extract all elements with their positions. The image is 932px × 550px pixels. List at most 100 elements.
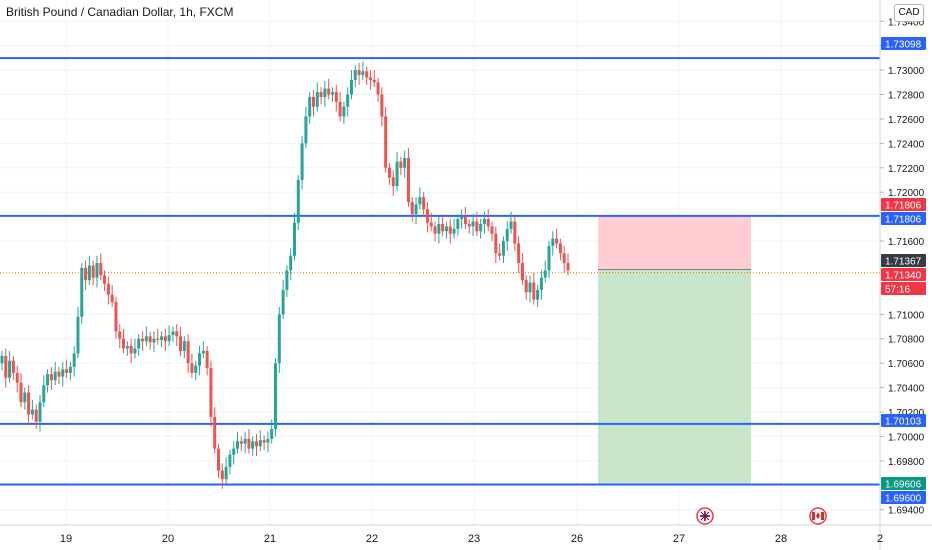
y-tick-label: 1.72400 (888, 139, 925, 150)
candle (163, 328, 167, 351)
price-axis-tag: 1.69606 (881, 477, 926, 491)
candle (232, 441, 236, 465)
candle (490, 221, 494, 242)
svg-text:1.69600: 1.69600 (885, 494, 922, 505)
x-tick-label: 2 (877, 533, 883, 545)
y-tick-label: 1.72800 (888, 91, 925, 102)
candle (327, 78, 331, 100)
candle (410, 197, 414, 222)
x-tick-label: 21 (264, 533, 276, 545)
candle (4, 348, 8, 388)
candle (15, 365, 19, 393)
stop-loss-zone[interactable] (598, 215, 751, 270)
candle (84, 260, 88, 290)
candle (368, 70, 372, 90)
grid (0, 0, 881, 525)
candle (68, 361, 72, 381)
candle (539, 270, 543, 300)
candle (308, 92, 312, 124)
candle (217, 443, 221, 478)
svg-text:1.71806: 1.71806 (885, 215, 922, 226)
candle (80, 263, 84, 325)
horizontal-levels[interactable] (0, 57, 880, 486)
candle (513, 216, 517, 251)
candle (91, 260, 95, 286)
candle (479, 219, 483, 239)
candle (482, 211, 486, 234)
candle (11, 355, 15, 381)
candle (517, 236, 521, 273)
y-tick-label: 1.72000 (888, 188, 925, 199)
candle (380, 87, 384, 127)
candle (277, 306, 281, 373)
candle (558, 238, 562, 261)
y-tick-label: 1.70600 (888, 359, 925, 370)
take-profit-zone[interactable] (598, 269, 751, 485)
candle (236, 431, 240, 454)
candle (505, 221, 509, 251)
candle (437, 216, 441, 244)
candle (285, 265, 289, 298)
candle (551, 231, 555, 256)
candle (562, 245, 566, 273)
x-tick-label: 20 (162, 533, 174, 545)
candle (171, 326, 175, 343)
candle (76, 306, 80, 359)
candle (346, 87, 350, 117)
candle (160, 331, 164, 348)
candle (448, 219, 452, 244)
candle (8, 350, 12, 383)
candle (65, 359, 69, 378)
candle (87, 255, 91, 286)
price-axis-tag: 1.71340 (881, 268, 926, 282)
candle (566, 253, 570, 276)
candle (103, 270, 107, 292)
candle (152, 331, 156, 353)
candle (137, 333, 141, 356)
candle (99, 253, 103, 281)
candle (357, 62, 361, 85)
candle (456, 214, 460, 237)
candle (452, 219, 456, 239)
svg-text:1.73098: 1.73098 (885, 40, 922, 51)
currency-button[interactable]: CAD (894, 4, 924, 22)
y-tick-label: 1.71000 (888, 310, 925, 321)
candle (220, 463, 224, 489)
candle (384, 106, 388, 173)
price-axis-tag: 1.71806 (881, 212, 926, 226)
price-axis-tag: 1.70103 (881, 414, 926, 428)
candle (46, 369, 50, 393)
x-tick-label: 22 (366, 533, 378, 545)
candle (460, 209, 464, 229)
position-zones[interactable] (0, 215, 880, 485)
candle (471, 214, 475, 237)
candle (239, 436, 243, 452)
candle (444, 221, 448, 239)
candle (547, 241, 551, 278)
time-axis-ticks: 19 20 21 22 23 26 27 28 2 (60, 533, 883, 545)
candle (34, 404, 38, 430)
candle (441, 214, 445, 237)
candle (315, 82, 319, 112)
price-axis-tag: 1.69600 (881, 491, 926, 505)
candle (255, 433, 259, 456)
svg-text:1.71340: 1.71340 (885, 271, 922, 282)
candle (391, 170, 395, 196)
economic-events[interactable] (696, 507, 827, 525)
candle (114, 297, 118, 339)
y-tick-label: 1.71600 (888, 237, 925, 248)
y-tick-label: 1.70800 (888, 335, 925, 346)
candle (422, 192, 426, 217)
candle (334, 84, 338, 112)
canada-flag-icon[interactable] (809, 507, 827, 525)
candle (27, 385, 31, 425)
uk-flag-icon[interactable] (696, 507, 714, 525)
candle (122, 328, 126, 354)
candle (95, 255, 99, 288)
candle (520, 253, 524, 286)
candle (509, 211, 513, 234)
candle (266, 431, 270, 453)
candle (205, 346, 209, 376)
